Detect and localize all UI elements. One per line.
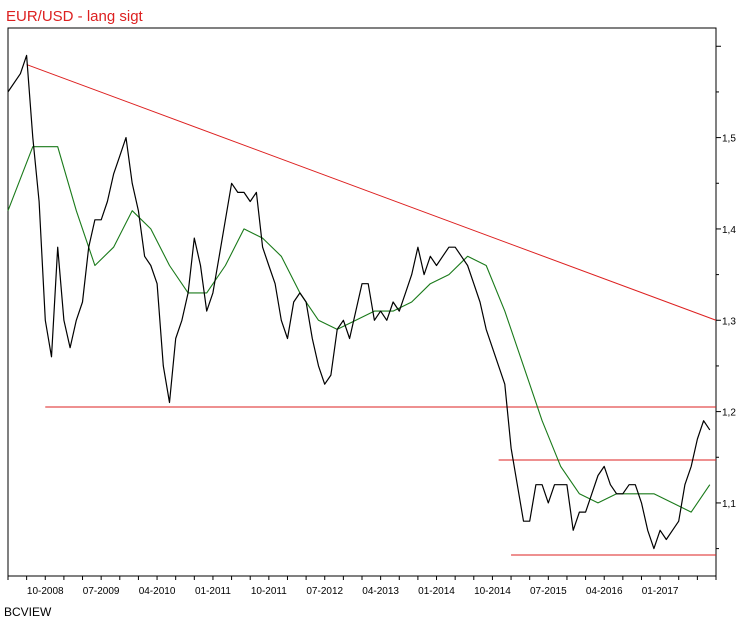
x-tick-label: 04-2010 — [139, 586, 176, 597]
x-tick-label: 07-2012 — [306, 586, 343, 597]
chart-svg: 1,1 1,2 1,3 1,4 1,5 10-2008 07-2009 04-2010 01-… — [7, 27, 736, 597]
y-tick-label: 1,5 — [722, 134, 736, 145]
chart-area: 1,1 1,2 1,3 1,4 1,5 10-2008 07-2009 04-2010 01-… — [7, 27, 736, 597]
x-tick-label: 04-2013 — [362, 586, 399, 597]
y-tick-label: 1,1 — [722, 499, 736, 510]
y-tick-label: 1,3 — [722, 316, 736, 327]
x-tick-label: 10-2014 — [474, 586, 511, 597]
x-tick-label: 07-2015 — [530, 586, 567, 597]
y-axis: 1,1 1,2 1,3 1,4 1,5 — [716, 45, 736, 550]
plot-border — [7, 27, 717, 577]
x-tick-label: 10-2008 — [27, 586, 64, 597]
source-label: BCVIEW — [4, 605, 52, 619]
x-tick-label: 10-2011 — [251, 586, 287, 597]
x-tick-label: 01-2017 — [642, 586, 679, 597]
y-tick-label: 1,4 — [722, 225, 736, 236]
x-tick-label: 01-2014 — [418, 586, 455, 597]
x-tick-label: 04-2016 — [586, 586, 623, 597]
y-tick-label: 1,2 — [722, 408, 736, 419]
x-tick-label: 01-2011 — [195, 586, 231, 597]
price-line — [7, 54, 711, 550]
moving-average-line — [7, 146, 711, 513]
price-layer — [7, 54, 711, 550]
trendlines — [26, 64, 717, 556]
moving-average-layer — [7, 146, 711, 513]
trendline-1 — [26, 64, 717, 321]
x-tick-label: 07-2009 — [83, 586, 120, 597]
x-axis: 10-2008 07-2009 04-2010 01-2011 10-2011 07-20… — [7, 576, 717, 597]
chart-title: EUR/USD - lang sigt — [6, 8, 143, 25]
